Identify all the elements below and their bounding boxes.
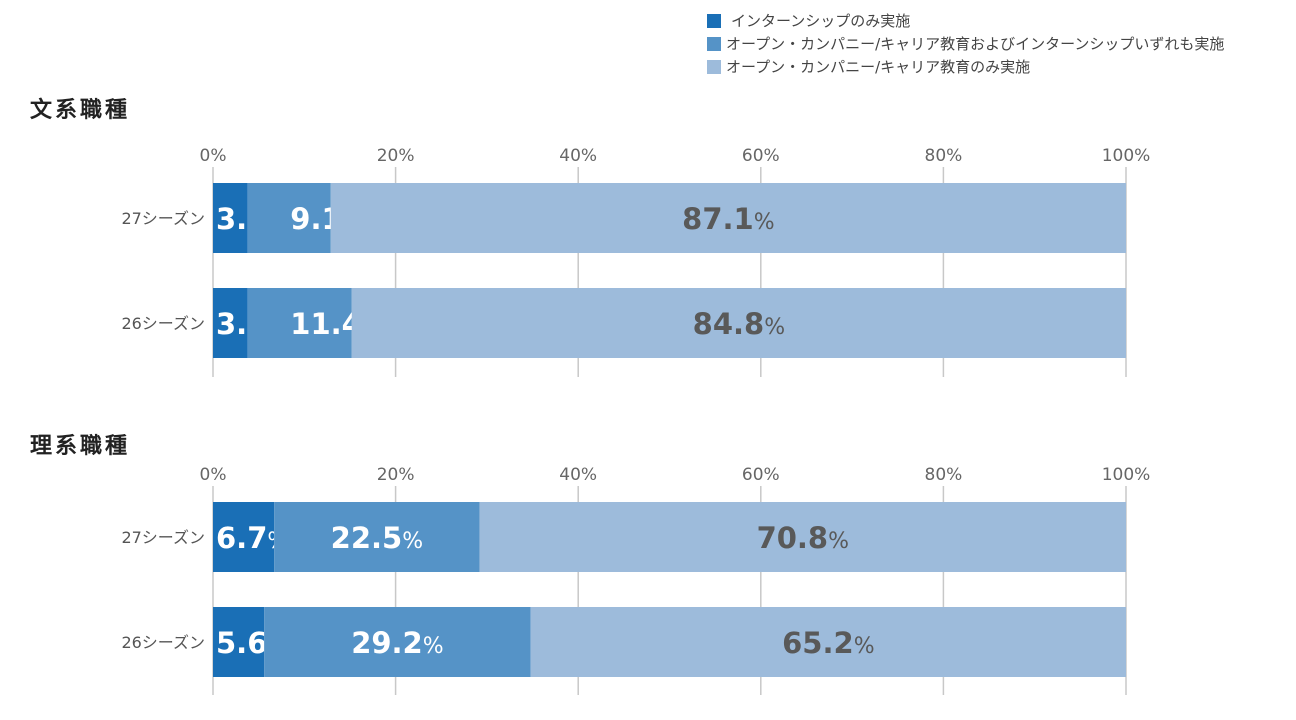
bar-segment bbox=[213, 183, 248, 253]
bar-segment bbox=[330, 183, 1127, 253]
bar-segment bbox=[351, 288, 1126, 358]
data-label: 29.2% bbox=[351, 626, 443, 660]
x-tick-label: 0% bbox=[200, 465, 227, 485]
category-label: 26シーズン bbox=[121, 633, 205, 652]
x-tick-label: 60% bbox=[742, 146, 780, 166]
x-tick-label: 20% bbox=[377, 146, 415, 166]
bar-segment bbox=[479, 502, 1126, 572]
chart-1: 文系職種0%20%40%60%80%100%27シーズン3.8%9.1%87.1… bbox=[30, 97, 1150, 377]
x-tick-label: 40% bbox=[559, 465, 597, 485]
x-tick-label: 0% bbox=[200, 146, 227, 166]
bar-segment bbox=[213, 607, 265, 677]
legend-swatch bbox=[707, 60, 721, 74]
legend-swatch bbox=[707, 14, 721, 28]
x-tick-label: 20% bbox=[377, 465, 415, 485]
bar-segment bbox=[530, 607, 1126, 677]
category-label: 27シーズン bbox=[121, 528, 205, 547]
x-tick-label: 40% bbox=[559, 146, 597, 166]
x-tick-label: 100% bbox=[1102, 465, 1151, 485]
chart-2: 理系職種0%20%40%60%80%100%27シーズン6.7%22.5%70.… bbox=[30, 433, 1150, 695]
data-label: 22.5% bbox=[331, 521, 423, 555]
bar-segment bbox=[274, 502, 480, 572]
data-label: 70.8% bbox=[757, 521, 849, 555]
data-label: 87.1% bbox=[682, 202, 774, 236]
x-tick-label: 100% bbox=[1102, 146, 1151, 166]
category-label: 27シーズン bbox=[121, 209, 205, 228]
bar-segment bbox=[247, 288, 352, 358]
chart-title: 理系職種 bbox=[30, 433, 130, 459]
legend-label: オープン・カンパニー/キャリア教育およびインターンシップいずれも実施 bbox=[726, 35, 1224, 53]
bar-segment bbox=[247, 183, 331, 253]
x-tick-label: 80% bbox=[925, 146, 963, 166]
chart-title: 文系職種 bbox=[30, 97, 130, 123]
legend: インターンシップのみ実施オープン・カンパニー/キャリア教育およびインターンシップ… bbox=[707, 12, 1224, 76]
x-tick-label: 80% bbox=[925, 465, 963, 485]
data-label: 84.8% bbox=[693, 307, 785, 341]
legend-label: オープン・カンパニー/キャリア教育のみ実施 bbox=[726, 58, 1030, 76]
x-tick-label: 60% bbox=[742, 465, 780, 485]
bar-segment bbox=[213, 502, 275, 572]
category-label: 26シーズン bbox=[121, 314, 205, 333]
legend-label: インターンシップのみ実施 bbox=[731, 12, 910, 30]
legend-swatch bbox=[707, 37, 721, 51]
bar-segment bbox=[264, 607, 531, 677]
data-label: 65.2% bbox=[782, 626, 874, 660]
bar-segment bbox=[213, 288, 248, 358]
